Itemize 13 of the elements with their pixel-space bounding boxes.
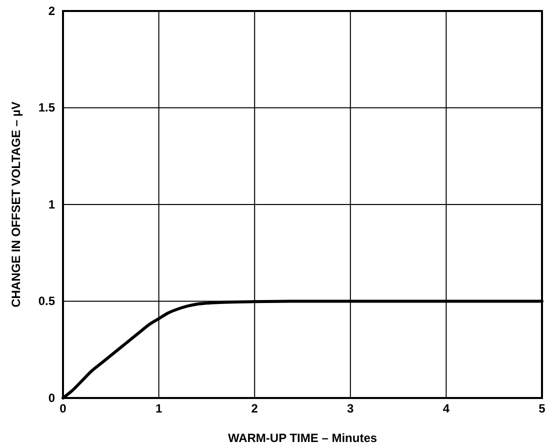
x-axis-title: WARM-UP TIME – Minutes bbox=[228, 431, 378, 445]
y-tick-label: 0.5 bbox=[38, 294, 56, 308]
y-tick-label: 2 bbox=[48, 4, 56, 18]
x-tick-label: 5 bbox=[538, 402, 546, 416]
y-tick-label: 0 bbox=[48, 390, 56, 405]
y-axis-title: CHANGE IN OFFSET VOLTAGE – µV bbox=[9, 102, 23, 308]
x-tick-label: 4 bbox=[442, 402, 450, 416]
x-tick-label: 3 bbox=[347, 402, 354, 416]
x-tick-label: 0 bbox=[60, 402, 67, 416]
x-tick-label: 2 bbox=[251, 402, 258, 416]
y-tick-label: 1 bbox=[48, 197, 56, 212]
x-tick-label: 1 bbox=[155, 402, 162, 416]
y-tick-label: 1.5 bbox=[38, 100, 56, 115]
